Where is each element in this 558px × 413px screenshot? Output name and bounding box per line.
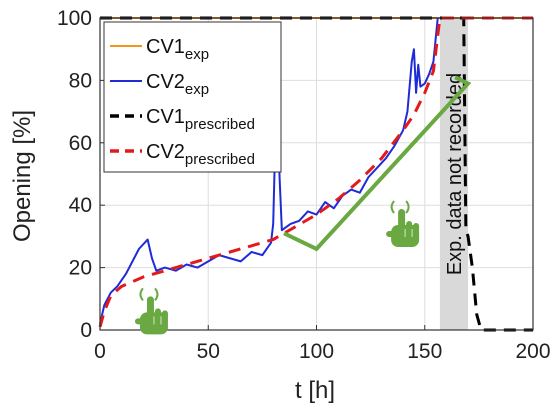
annotation-arrow [283,75,472,252]
y-tick-label: 0 [80,319,92,342]
x-tick-label: 100 [299,340,334,363]
legend: CV1exp CV2exp CV1prescribed CV2prescribed [103,21,282,173]
x-tick-label: 200 [515,340,550,363]
tick-labels: 0 50 100 150 200 0 20 40 60 80 100 [57,7,551,363]
plot-frame [99,17,534,331]
series-line-2 [99,17,439,324]
legend-label: CV1prescribed [146,106,255,133]
shaded-band [439,18,469,330]
shaded-region-label: Exp. data not recorded [444,73,466,275]
annotations [134,75,472,335]
y-tick-label: 20 [69,257,92,280]
series-line-4 [98,16,533,328]
y-tick-label: 40 [69,194,92,217]
x-axis-label: t [h] [295,377,335,404]
y-tick-label: 80 [69,69,92,92]
legend-label: CV2exp [146,71,209,98]
x-tick-label: 150 [407,340,442,363]
y-tick-label: 60 [69,132,92,155]
x-tick-label: 50 [197,340,220,363]
legend-label: CV1exp [146,36,209,63]
legend-label: CV2prescribed [146,141,255,168]
y-axis-label: Opening [%] [9,110,36,242]
x-tick-label: 0 [94,340,106,363]
hand-pointer-icon [386,200,420,248]
y-tick-label: 100 [57,7,92,30]
hand-pointer-icon [134,287,168,335]
shaded-region: Exp. data not recorded [439,18,469,330]
